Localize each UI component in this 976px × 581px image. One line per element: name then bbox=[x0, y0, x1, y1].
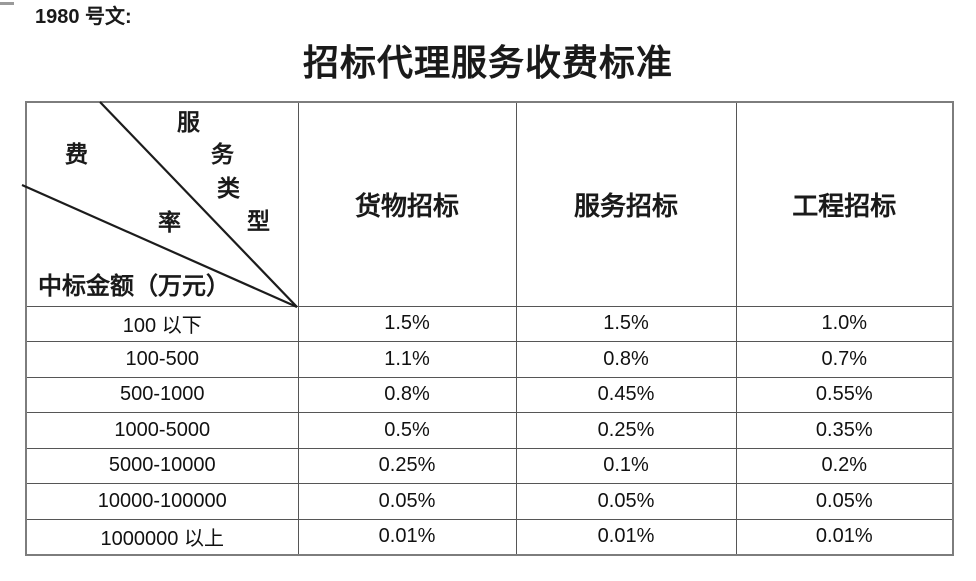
corner-service-type-char: 服 bbox=[177, 110, 200, 135]
services-rate-cell: 0.1% bbox=[515, 447, 737, 484]
table-row: 500-1000 0.8% 0.45% 0.55% bbox=[25, 376, 954, 413]
goods-rate-cell: 0.5% bbox=[297, 412, 517, 449]
goods-rate-cell: 1.1% bbox=[297, 341, 517, 378]
works-rate-cell: 0.35% bbox=[735, 412, 954, 449]
amount-range-cell: 100 以下 bbox=[25, 305, 299, 342]
amount-range-cell: 10000-100000 bbox=[25, 483, 299, 520]
works-rate-cell: 0.05% bbox=[735, 483, 954, 520]
table-row: 5000-10000 0.25% 0.1% 0.2% bbox=[25, 447, 954, 484]
amount-range-cell: 5000-10000 bbox=[25, 447, 299, 484]
table-row: 1000000 以上 0.01% 0.01% 0.01% bbox=[25, 518, 954, 555]
table-row: 1000-5000 0.5% 0.25% 0.35% bbox=[25, 412, 954, 449]
column-header-works: 工程招标 bbox=[735, 101, 954, 307]
amount-range-cell: 1000000 以上 bbox=[25, 518, 299, 555]
works-rate-cell: 0.2% bbox=[735, 447, 954, 484]
scan-artifact bbox=[0, 2, 14, 5]
corner-service-type-char: 型 bbox=[247, 209, 270, 234]
services-rate-cell: 0.01% bbox=[515, 518, 737, 555]
table-row: 100-500 1.1% 0.8% 0.7% bbox=[25, 341, 954, 378]
doc-reference: 1980 号文: bbox=[35, 6, 132, 28]
services-rate-cell: 0.05% bbox=[515, 483, 737, 520]
table-row: 100 以下 1.5% 1.5% 1.0% bbox=[25, 305, 954, 342]
table-row: 10000-100000 0.05% 0.05% 0.05% bbox=[25, 483, 954, 520]
table-body: 100 以下 1.5% 1.5% 1.0% 100-500 1.1% 0.8% … bbox=[25, 305, 954, 555]
goods-rate-cell: 0.25% bbox=[297, 447, 517, 484]
services-rate-cell: 1.5% bbox=[515, 305, 737, 342]
works-rate-cell: 0.7% bbox=[735, 341, 954, 378]
corner-header-cell: 服 务 类 型 费 率 中标金额（万元） bbox=[21, 101, 299, 309]
column-header-services: 服务招标 bbox=[515, 101, 737, 307]
diagonal-line-lower bbox=[21, 183, 298, 309]
services-rate-cell: 0.45% bbox=[515, 376, 737, 413]
corner-fee-rate-char: 率 bbox=[158, 210, 181, 235]
page-title: 招标代理服务收费标准 bbox=[302, 43, 673, 83]
header-row: 服 务 类 型 费 率 中标金额（万元） 货物招标 服务招标 工程招标 bbox=[21, 101, 954, 309]
amount-range-cell: 1000-5000 bbox=[25, 412, 299, 449]
amount-range-cell: 100-500 bbox=[25, 341, 299, 378]
works-rate-cell: 0.01% bbox=[735, 518, 954, 555]
amount-range-cell: 500-1000 bbox=[25, 376, 299, 413]
works-rate-cell: 1.0% bbox=[735, 305, 954, 342]
works-rate-cell: 0.55% bbox=[735, 376, 954, 413]
corner-service-type-char: 务 bbox=[211, 142, 234, 167]
diagonal-divider bbox=[21, 101, 298, 309]
corner-fee-rate-char: 费 bbox=[65, 142, 88, 167]
corner-amount-label: 中标金额（万元） bbox=[38, 274, 230, 300]
corner-service-type-char: 类 bbox=[217, 176, 240, 201]
goods-rate-cell: 0.05% bbox=[297, 483, 517, 520]
goods-rate-cell: 1.5% bbox=[297, 305, 517, 342]
diagonal-line-upper bbox=[99, 101, 298, 308]
services-rate-cell: 0.8% bbox=[515, 341, 737, 378]
goods-rate-cell: 0.8% bbox=[297, 376, 517, 413]
fee-table: 服 务 类 型 费 率 中标金额（万元） 货物招标 服务招标 工程招标 100 … bbox=[21, 101, 954, 556]
services-rate-cell: 0.25% bbox=[515, 412, 737, 449]
column-header-goods: 货物招标 bbox=[297, 101, 517, 307]
goods-rate-cell: 0.01% bbox=[297, 518, 517, 555]
